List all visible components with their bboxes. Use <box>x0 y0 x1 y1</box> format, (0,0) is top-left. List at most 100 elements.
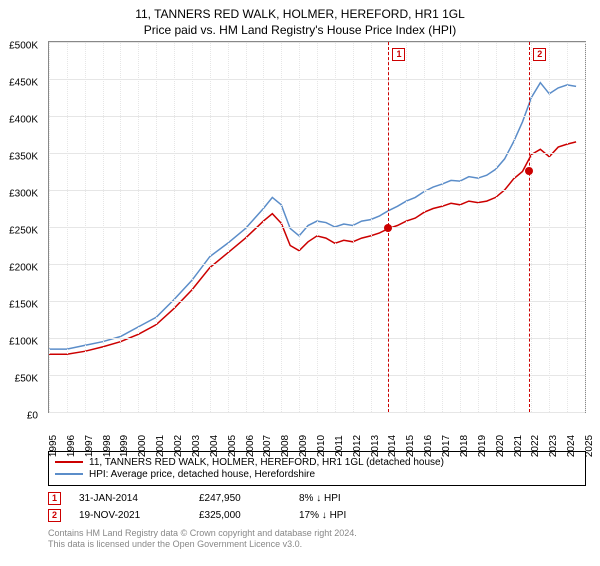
gridline-v <box>424 42 425 412</box>
x-tick-label: 1996 <box>66 435 77 457</box>
x-tick-label: 2023 <box>548 435 559 457</box>
series-property <box>49 142 576 354</box>
x-tick-label: 2013 <box>370 435 381 457</box>
gridline-v <box>49 42 50 412</box>
sale-dot <box>525 167 533 175</box>
series-hpi <box>49 82 576 348</box>
gridline-h <box>49 412 585 413</box>
x-tick-label: 2012 <box>352 435 363 457</box>
gridline-v <box>585 42 586 412</box>
gridline-v <box>174 42 175 412</box>
footnote-line-1: Contains HM Land Registry data © Crown c… <box>48 528 586 540</box>
x-tick-label: 1995 <box>48 435 59 457</box>
legend-label: 11, TANNERS RED WALK, HOLMER, HEREFORD, … <box>89 457 444 468</box>
x-tick-label: 2021 <box>513 435 524 457</box>
x-tick-label: 2007 <box>262 435 273 457</box>
y-tick-label: £300K <box>9 189 38 200</box>
sales-row: 2 19-NOV-2021£325,00017% ↓ HPI <box>48 509 586 522</box>
x-tick-label: 2017 <box>441 435 452 457</box>
gridline-v <box>156 42 157 412</box>
x-tick-label: 2001 <box>155 435 166 457</box>
y-axis-labels: £0£50K£100K£150K£200K£250K£300K£350K£400… <box>0 46 44 416</box>
sale-marker-badge: 2 <box>533 48 546 61</box>
legend-label: HPI: Average price, detached house, Here… <box>89 469 315 480</box>
gridline-v <box>496 42 497 412</box>
sales-date: 19-NOV-2021 <box>79 510 199 521</box>
chart-container: 11, TANNERS RED WALK, HOLMER, HEREFORD, … <box>0 6 600 566</box>
x-tick-label: 2020 <box>495 435 506 457</box>
x-tick-label: 2024 <box>566 435 577 457</box>
sales-table: 1 31-JAN-2014£247,9508% ↓ HPI 2 19-NOV-2021… <box>48 492 586 522</box>
y-tick-label: £150K <box>9 300 38 311</box>
gridline-v <box>317 42 318 412</box>
sales-date: 31-JAN-2014 <box>79 493 199 504</box>
x-tick-label: 2008 <box>280 435 291 457</box>
gridline-v <box>103 42 104 412</box>
x-tick-label: 1998 <box>102 435 113 457</box>
sales-pct: 17% ↓ HPI <box>299 510 399 521</box>
gridline-v <box>299 42 300 412</box>
sales-marker-icon: 2 <box>48 509 61 522</box>
sale-marker-badge: 1 <box>392 48 405 61</box>
x-tick-label: 2002 <box>173 435 184 457</box>
y-tick-label: £350K <box>9 152 38 163</box>
chart-title: 11, TANNERS RED WALK, HOLMER, HEREFORD, … <box>0 6 600 23</box>
sales-pct: 8% ↓ HPI <box>299 493 399 504</box>
y-tick-label: £100K <box>9 337 38 348</box>
sales-row: 1 31-JAN-2014£247,9508% ↓ HPI <box>48 492 586 505</box>
x-axis-labels: 1995199619971998199920002001200220032004… <box>48 420 586 450</box>
gridline-v <box>353 42 354 412</box>
y-tick-label: £500K <box>9 41 38 52</box>
gridline-v <box>228 42 229 412</box>
sales-marker-icon: 1 <box>48 492 61 505</box>
plot-area: 12 <box>48 41 586 413</box>
legend-swatch <box>55 461 83 463</box>
gridline-v <box>281 42 282 412</box>
legend-item-hpi: HPI: Average price, detached house, Here… <box>55 469 579 480</box>
sales-price: £325,000 <box>199 510 299 521</box>
gridline-v <box>478 42 479 412</box>
y-tick-label: £200K <box>9 263 38 274</box>
chart-subtitle: Price paid vs. HM Land Registry's House … <box>0 23 600 37</box>
x-tick-label: 2010 <box>316 435 327 457</box>
x-tick-label: 1997 <box>84 435 95 457</box>
sale-marker-line <box>529 42 530 412</box>
gridline-v <box>85 42 86 412</box>
footnote-line-2: This data is licensed under the Open Gov… <box>48 539 586 551</box>
gridline-v <box>514 42 515 412</box>
y-tick-label: £250K <box>9 226 38 237</box>
legend-swatch <box>55 473 83 475</box>
x-tick-label: 2016 <box>423 435 434 457</box>
x-tick-label: 2018 <box>459 435 470 457</box>
x-tick-label: 2005 <box>227 435 238 457</box>
gridline-v <box>549 42 550 412</box>
gridline-v <box>192 42 193 412</box>
x-tick-label: 2014 <box>387 435 398 457</box>
gridline-v <box>371 42 372 412</box>
gridline-v <box>567 42 568 412</box>
gridline-v <box>406 42 407 412</box>
gridline-v <box>335 42 336 412</box>
x-tick-label: 2019 <box>477 435 488 457</box>
footnote: Contains HM Land Registry data © Crown c… <box>48 528 586 551</box>
x-tick-label: 2000 <box>137 435 148 457</box>
sales-price: £247,950 <box>199 493 299 504</box>
gridline-v <box>120 42 121 412</box>
x-tick-label: 2015 <box>405 435 416 457</box>
gridline-v <box>138 42 139 412</box>
gridline-v <box>210 42 211 412</box>
gridline-v <box>460 42 461 412</box>
x-tick-label: 2006 <box>245 435 256 457</box>
x-tick-label: 2003 <box>191 435 202 457</box>
x-tick-label: 2011 <box>334 435 345 457</box>
x-tick-label: 2022 <box>530 435 541 457</box>
legend-item-property: 11, TANNERS RED WALK, HOLMER, HEREFORD, … <box>55 457 579 468</box>
gridline-v <box>67 42 68 412</box>
x-tick-label: 1999 <box>119 435 130 457</box>
gridline-v <box>246 42 247 412</box>
x-tick-label: 2025 <box>584 435 595 457</box>
y-tick-label: £400K <box>9 115 38 126</box>
gridline-v <box>263 42 264 412</box>
gridline-v <box>531 42 532 412</box>
sale-dot <box>384 224 392 232</box>
